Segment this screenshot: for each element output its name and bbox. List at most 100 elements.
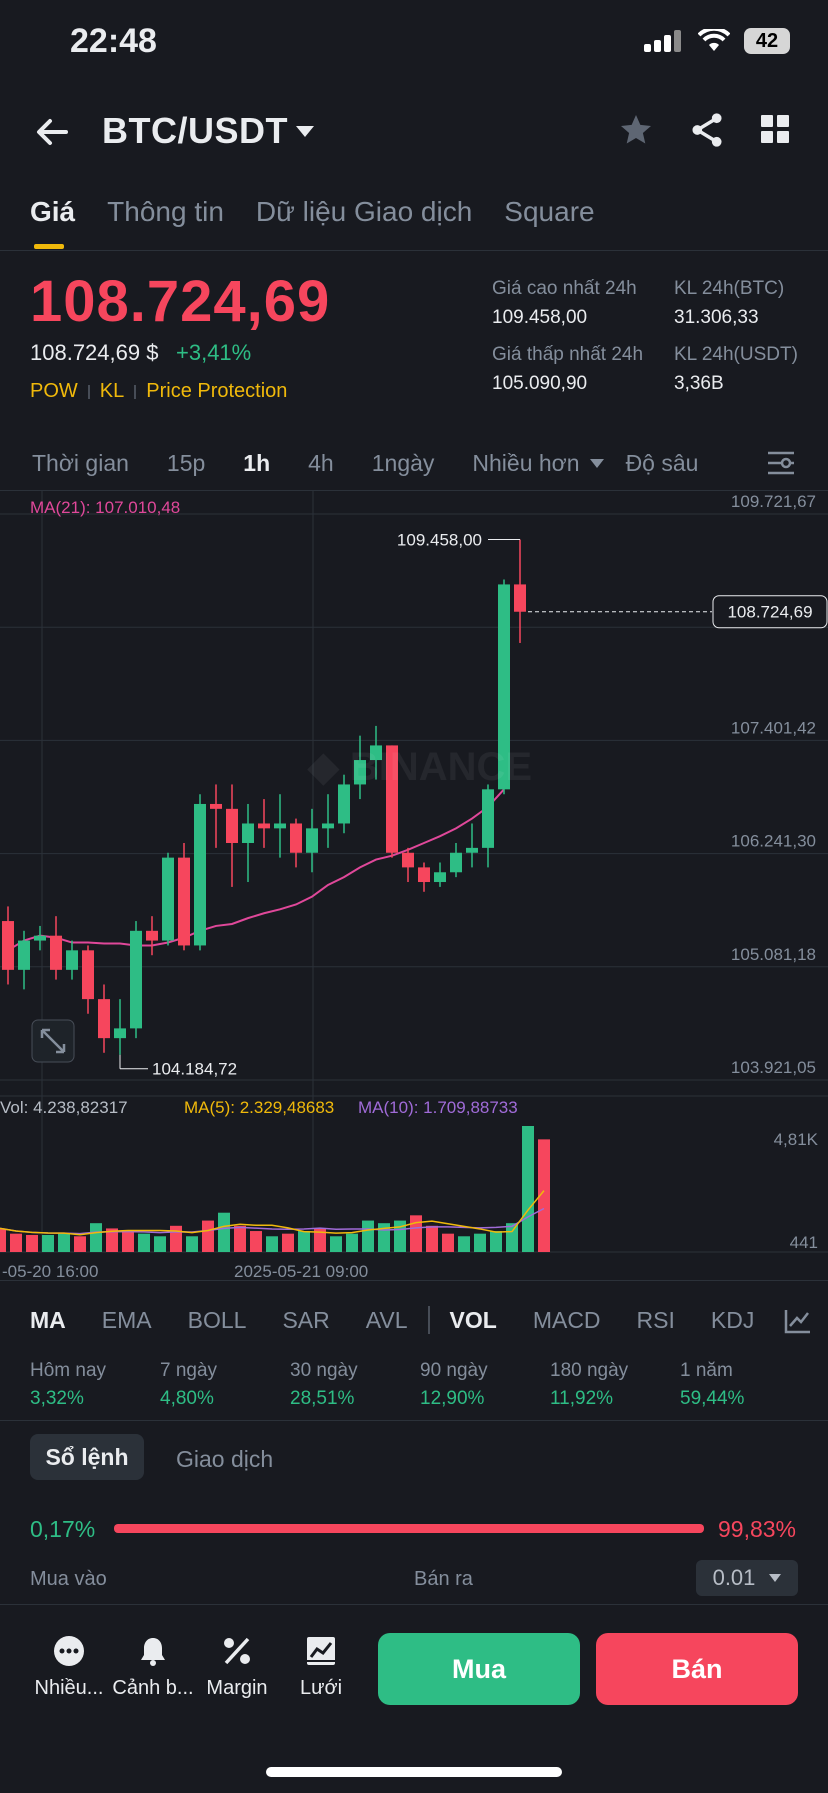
volume-bar xyxy=(202,1220,214,1252)
candle-body xyxy=(130,930,142,1029)
sell-ratio: 99,83% xyxy=(717,1516,796,1542)
volume-bar xyxy=(458,1236,470,1252)
indicator-ma[interactable]: MA xyxy=(30,1306,66,1333)
indicator-ema[interactable]: EMA xyxy=(101,1306,152,1333)
interval-more[interactable]: Nhiều hơn xyxy=(472,450,580,476)
interval-1d[interactable]: 1ngày xyxy=(371,450,435,476)
indicator-kdj[interactable]: KDJ xyxy=(710,1306,755,1333)
indicator-sar[interactable]: SAR xyxy=(282,1306,330,1333)
candle-body xyxy=(226,808,238,843)
back-arrow-icon[interactable] xyxy=(32,112,72,152)
vol-usdt-value: 3,36B xyxy=(674,373,724,394)
tab-order-book[interactable]: Sổ lệnh xyxy=(30,1434,144,1480)
tag-kl[interactable]: KL xyxy=(99,380,125,402)
volume-bar xyxy=(314,1228,326,1252)
volume-bar xyxy=(170,1225,182,1252)
status-time: 22:48 xyxy=(70,22,157,60)
interval-time[interactable]: Thời gian xyxy=(32,450,129,476)
more-dots-icon xyxy=(54,1636,84,1666)
status-icons: 42 xyxy=(644,28,790,54)
battery-icon: 42 xyxy=(744,28,790,54)
binance-watermark: ◆ BINANCE xyxy=(307,745,532,789)
tab-info[interactable]: Thông tin xyxy=(107,196,224,227)
y-tick-label: 107.401,42 xyxy=(731,718,816,737)
bids-label: Mua vào xyxy=(30,1568,107,1590)
indicator-settings-icon[interactable] xyxy=(784,1308,812,1334)
interval-1h[interactable]: 1h xyxy=(243,450,271,476)
candle-body xyxy=(290,823,302,853)
volume-ma10-line xyxy=(0,1207,545,1235)
caret-down-icon xyxy=(769,1574,782,1582)
chart-settings-icon[interactable] xyxy=(766,450,796,476)
asks-label: Bán ra xyxy=(414,1568,473,1590)
current-price-box xyxy=(712,595,828,629)
volume-bar xyxy=(474,1233,486,1252)
vol-btc-label: KL 24h(BTC) xyxy=(674,278,785,299)
tab-price[interactable]: Giá xyxy=(30,196,76,249)
caret-down-icon[interactable] xyxy=(589,459,604,468)
pair-dropdown-icon[interactable] xyxy=(296,126,314,137)
tab-trades[interactable]: Giao dịch xyxy=(176,1446,274,1472)
indicator-separator xyxy=(427,1306,430,1334)
depth-chart-tab[interactable]: Độ sâu xyxy=(625,450,699,476)
candle-body xyxy=(50,935,62,970)
candle-body xyxy=(418,867,430,883)
share-icon[interactable] xyxy=(690,112,724,148)
volume-bar xyxy=(282,1233,294,1252)
volume-bar xyxy=(234,1225,246,1252)
performance-row: Hôm nay 3,32% 7 ngày 4,80% 30 ngày 28,51% 9… xyxy=(30,1360,810,1410)
tab-square[interactable]: Square xyxy=(504,196,595,227)
nav-margin[interactable]: Margin xyxy=(196,1635,278,1700)
y-tick-label: 106.241,30 xyxy=(731,832,816,851)
candle-body xyxy=(242,823,254,843)
layout-grid-icon[interactable] xyxy=(760,114,790,144)
candle-body xyxy=(450,852,462,873)
interval-4h[interactable]: 4h xyxy=(308,450,334,476)
tab-trading-data[interactable]: Dữ liệu Giao dịch xyxy=(255,196,473,227)
buy-button[interactable]: Mua xyxy=(378,1633,580,1705)
pair-title[interactable]: BTC/USDT xyxy=(102,110,288,151)
nav-alerts[interactable]: Cảnh b... xyxy=(112,1635,194,1700)
favorite-star-icon[interactable] xyxy=(618,112,654,148)
volume-bar xyxy=(122,1231,134,1252)
volume-bar xyxy=(74,1236,86,1252)
indicator-boll[interactable]: BOLL xyxy=(187,1306,247,1333)
indicator-vol[interactable]: VOL xyxy=(449,1306,497,1333)
perf-180d: 180 ngày 11,92% xyxy=(550,1360,629,1409)
volume-bar xyxy=(346,1233,358,1252)
expand-chart-icon[interactable] xyxy=(31,1019,75,1063)
candle-body xyxy=(482,789,494,848)
candle-body xyxy=(146,930,158,941)
nav-grid[interactable]: Lưới xyxy=(280,1635,362,1700)
depth-precision-select[interactable]: 0.01 xyxy=(696,1560,798,1596)
indicator-avl[interactable]: AVL xyxy=(365,1306,408,1333)
volume-bar xyxy=(186,1236,198,1252)
x-label-1: 2025-05-21 09:00 xyxy=(234,1262,368,1280)
volume-bar xyxy=(490,1231,502,1252)
candle-body xyxy=(370,745,382,761)
tag-pow[interactable]: POW xyxy=(30,380,78,402)
indicator-rsi[interactable]: RSI xyxy=(636,1306,675,1333)
indicator-macd[interactable]: MACD xyxy=(532,1306,601,1333)
candle-body xyxy=(402,852,414,868)
perf-today: Hôm nay 3,32% xyxy=(30,1360,107,1409)
volume-bar xyxy=(330,1236,342,1252)
volume-ma10-label: MA(10): 1.709,88733 xyxy=(358,1098,518,1117)
interval-15m[interactable]: 15p xyxy=(166,450,206,476)
price-chart[interactable]: 109.721,67 107.401,42 106.241,30 105.081,18… xyxy=(0,490,828,1280)
perf-30d: 30 ngày 28,51% xyxy=(290,1360,358,1409)
volume-bar xyxy=(362,1220,374,1252)
nav-more[interactable]: Nhiều... xyxy=(28,1635,110,1700)
tag-price-protection[interactable]: Price Protection xyxy=(146,380,288,402)
divider xyxy=(0,250,828,251)
volume-bar xyxy=(90,1223,102,1252)
divider xyxy=(0,1280,828,1281)
sell-button[interactable]: Bán xyxy=(596,1633,798,1705)
low-24h-value: 105.090,90 xyxy=(492,373,588,394)
y-tick-label: 103.921,05 xyxy=(731,1058,816,1077)
volume-tick-max: 4,81K xyxy=(774,1130,819,1149)
candle-body xyxy=(2,921,14,970)
candle-body xyxy=(466,847,478,853)
perf-90d: 90 ngày 12,90% xyxy=(420,1360,488,1409)
y-tick-label: 109.721,67 xyxy=(731,492,816,511)
